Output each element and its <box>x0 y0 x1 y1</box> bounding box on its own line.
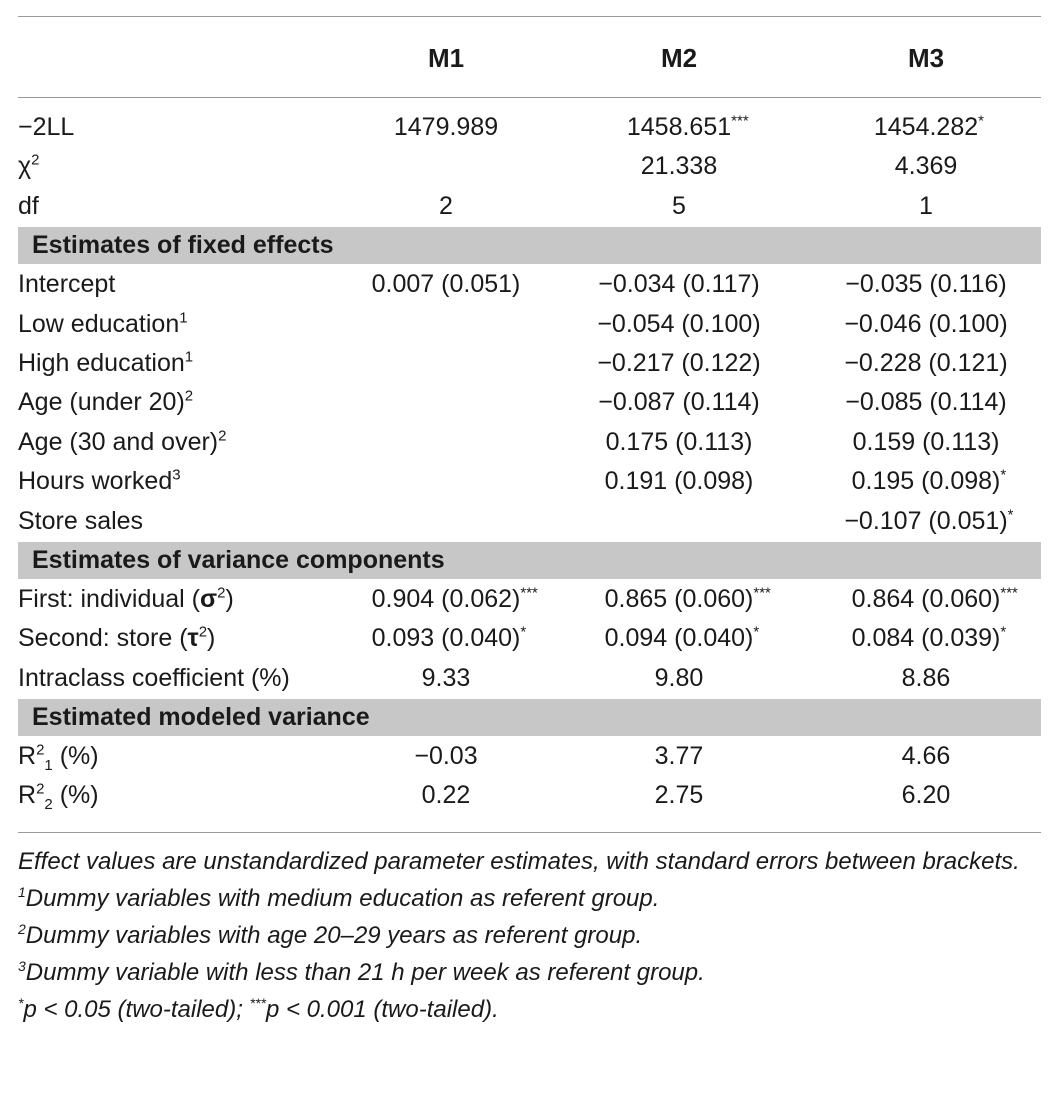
significance-mark: * <box>1000 623 1007 641</box>
section-header-modeled-variance: Estimated modeled variance <box>18 699 1041 737</box>
footnote-2: 2Dummy variables with age 20–29 years as… <box>18 920 643 949</box>
cell-m3: 4.66 <box>901 742 951 771</box>
cell-m3: 1454.282* <box>873 112 984 141</box>
row-label: Age (30 and over)2 <box>18 427 227 456</box>
cell-m1: 0.093 (0.040)* <box>371 623 527 653</box>
footnote-significance: *p < 0.05 (two-tailed); ***p < 0.001 (tw… <box>18 994 499 1023</box>
cell-m2: 0.175 (0.113) <box>605 427 753 456</box>
cell-m1: 2 <box>439 191 453 220</box>
significance-mark: * <box>1000 466 1007 484</box>
significance-mark: * <box>753 623 760 641</box>
fixed-effects-body: Intercept 0.007 (0.051) −0.034 (0.117) −0.0… <box>18 265 1041 541</box>
cell-m2: −0.087 (0.114) <box>598 388 760 417</box>
table-row-individual: First: individual (σ2) 0.904 (0.062)*** … <box>18 580 1041 619</box>
col-header-m1: M1 <box>427 43 465 73</box>
footnote-3: 3Dummy variable with less than 21 h per … <box>18 957 705 986</box>
row-label: R21 (%) <box>18 741 99 775</box>
row-label: Intercept <box>18 270 116 299</box>
footnote-general: Effect values are unstandardized paramet… <box>18 847 1020 875</box>
significance-mark: * <box>978 112 984 130</box>
cell-m1: 9.33 <box>421 663 471 692</box>
section-header-fixed-effects: Estimates of fixed effects <box>18 227 1041 265</box>
cell-m3: 1 <box>919 191 933 220</box>
cell-m3: −0.085 (0.114) <box>845 388 1007 417</box>
cell-m3: 8.86 <box>901 663 951 692</box>
table-row: Low education1 −0.054 (0.100) −0.046 (0.10… <box>18 305 1041 344</box>
row-label: χ2 <box>18 152 40 181</box>
significance-mark: *** <box>753 584 771 602</box>
col-header-m3: M3 <box>907 43 945 73</box>
row-label: Age (under 20)2 <box>18 388 194 417</box>
table-row-df: df 2 5 1 <box>18 187 1041 226</box>
row-label: First: individual (σ2) <box>18 584 234 613</box>
table-row: Age (under 20)2 −0.087 (0.114) −0.085 (0.1… <box>18 383 1041 422</box>
table-row: Age (30 and over)2 0.175 (0.113) 0.159 (0.… <box>18 423 1041 462</box>
cell-m2: 5 <box>672 191 686 220</box>
table-row-2ll: −2LL 1479.989 1458.651*** 1454.282* <box>18 108 1041 147</box>
cell-m1: 1479.989 <box>393 113 499 141</box>
cell-m2: 21.338 <box>640 152 718 181</box>
cell-m2: 0.191 (0.098) <box>604 467 754 496</box>
table-row-store: Second: store (τ2) 0.093 (0.040)* 0.094 … <box>18 619 1041 658</box>
cell-m1: −0.03 <box>414 742 478 771</box>
table-row: Store sales −0.107 (0.051)* <box>18 502 1041 541</box>
cell-m1: 0.904 (0.062)*** <box>371 584 538 613</box>
results-table: M1 M2 M3 −2LL 1479.989 1458.651*** 1454.… <box>18 16 1041 1028</box>
cell-m2: 9.80 <box>654 663 704 692</box>
cell-m3: 6.20 <box>901 781 951 810</box>
row-label: df <box>18 191 39 220</box>
cell-m1: 0.007 (0.051) <box>371 270 521 299</box>
significance-mark: *** <box>520 584 538 602</box>
table-footnotes: Effect values are unstandardized paramet… <box>18 843 1041 1028</box>
section-header-variance-components: Estimates of variance components <box>18 541 1041 579</box>
header-rule <box>18 97 1041 98</box>
cell-m3: −0.046 (0.100) <box>844 309 1008 338</box>
table-row: Hours worked3 0.191 (0.098) 0.195 (0.098)* <box>18 462 1041 501</box>
cell-m3: 4.369 <box>894 152 958 181</box>
significance-mark: *** <box>1000 584 1018 602</box>
row-label: High education1 <box>18 348 194 377</box>
cell-m2: 0.094 (0.040)* <box>604 623 760 653</box>
cell-m2: 1458.651*** <box>626 112 749 141</box>
significance-mark: *** <box>731 112 749 130</box>
cell-m3: −0.107 (0.051)* <box>844 506 1014 535</box>
table-header: M1 M2 M3 <box>18 17 1041 97</box>
table-row: High education1 −0.217 (0.122) −0.228 (0.1… <box>18 344 1041 383</box>
significance-mark: * <box>1007 506 1014 524</box>
cell-m1: 0.22 <box>421 781 471 810</box>
cell-m3: −0.035 (0.116) <box>845 270 1007 299</box>
table-row-chi2: χ2 21.338 4.369 <box>18 147 1041 186</box>
table-row-r2-2: R22 (%) 0.22 2.75 6.20 <box>18 776 1041 815</box>
cell-m2: −0.217 (0.122) <box>597 348 761 377</box>
cell-m2: −0.034 (0.117) <box>598 270 760 299</box>
cell-m3: 0.159 (0.113) <box>852 427 1000 456</box>
significance-mark: * <box>520 623 527 641</box>
cell-m3: 0.084 (0.039)* <box>851 623 1007 653</box>
row-label: −2LL <box>18 113 75 141</box>
row-label: Low education1 <box>18 309 188 338</box>
row-label: Second: store (τ2) <box>18 623 216 653</box>
top-rule <box>18 16 1041 17</box>
bottom-rule <box>18 831 1041 833</box>
cell-m2: 0.865 (0.060)*** <box>604 584 771 613</box>
cell-m3: 0.864 (0.060)*** <box>851 584 1018 613</box>
table-row-r2-1: R21 (%) −0.03 3.77 4.66 <box>18 737 1041 776</box>
col-header-m2: M2 <box>660 43 698 73</box>
cell-m2: 2.75 <box>654 781 704 810</box>
row-label: Store sales <box>18 506 144 535</box>
row-label: Hours worked3 <box>18 466 181 496</box>
cell-m2: −0.054 (0.100) <box>597 309 761 338</box>
table-row-intraclass: Intraclass coefficient (%) 9.33 9.80 8.8… <box>18 659 1041 698</box>
cell-m3: −0.228 (0.121) <box>844 348 1008 377</box>
row-label: R22 (%) <box>18 781 99 814</box>
cell-m3: 0.195 (0.098)* <box>851 466 1007 496</box>
cell-m2: 3.77 <box>654 742 704 771</box>
table-row: Intercept 0.007 (0.051) −0.034 (0.117) −0.0… <box>18 265 1041 304</box>
row-label: Intraclass coefficient (%) <box>18 663 290 692</box>
footnote-1: 1Dummy variables with medium education a… <box>18 883 660 912</box>
